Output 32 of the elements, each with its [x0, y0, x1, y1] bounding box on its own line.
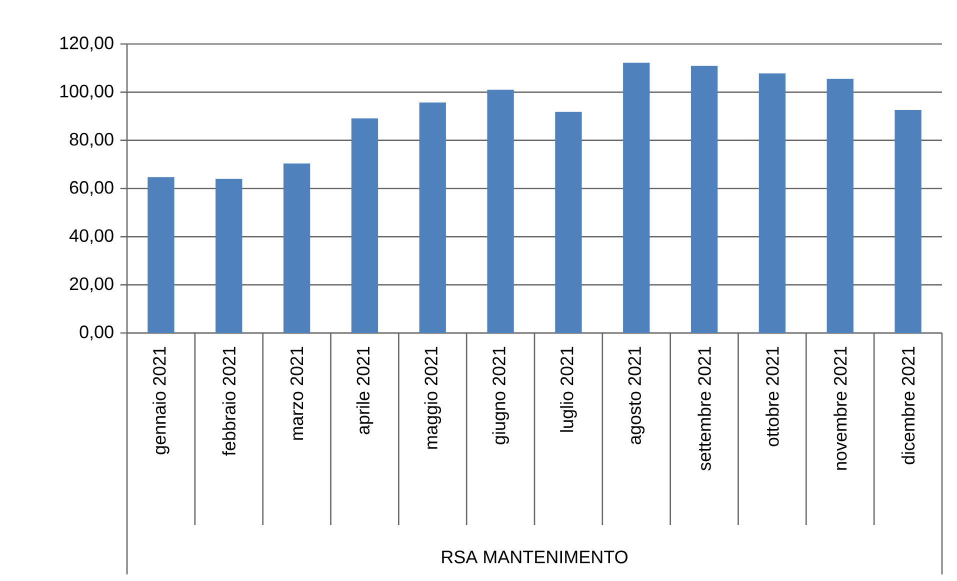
x-tick-label: ottobre 2021 [766, 346, 779, 446]
bar [216, 178, 242, 333]
x-tick-label: aprile 2021 [356, 346, 374, 434]
x-axis-title: RSA MANTENIMENTO [442, 550, 628, 564]
bar [419, 102, 446, 333]
bar [826, 78, 854, 333]
x-tick-label: agosto 2021 [628, 346, 645, 444]
y-tick-label: 120,00 [60, 36, 114, 52]
y-tick-label: 20,00 [70, 277, 114, 292]
y-tick-label: 80,00 [70, 132, 114, 148]
y-tick-label: 0,00 [80, 326, 114, 340]
x-tick-label: giugno 2021 [492, 346, 509, 444]
x-tick-label: luglio 2021 [560, 346, 577, 432]
x-tick-label: febbraio 2021 [222, 346, 236, 456]
x-tick-label: dicembre 2021 [901, 346, 915, 464]
y-tick-label: 100,00 [60, 84, 114, 100]
x-tick-label: maggio 2021 [424, 346, 442, 449]
x-tick-label: novembre 2021 [834, 346, 847, 470]
bar [487, 90, 514, 333]
x-tick-label: gennaio 2021 [152, 346, 170, 454]
x-tick-label: settembre 2021 [698, 346, 711, 470]
y-tick-label: 40,00 [69, 229, 114, 244]
bar [690, 66, 718, 333]
bar [555, 112, 582, 333]
bar [623, 62, 650, 333]
bar [351, 118, 378, 333]
bar [148, 177, 174, 333]
bar [758, 73, 786, 333]
bar [283, 163, 310, 333]
y-tick-label: 60,00 [70, 181, 114, 196]
x-tick-label: marzo 2021 [290, 346, 304, 440]
bar [894, 110, 922, 333]
